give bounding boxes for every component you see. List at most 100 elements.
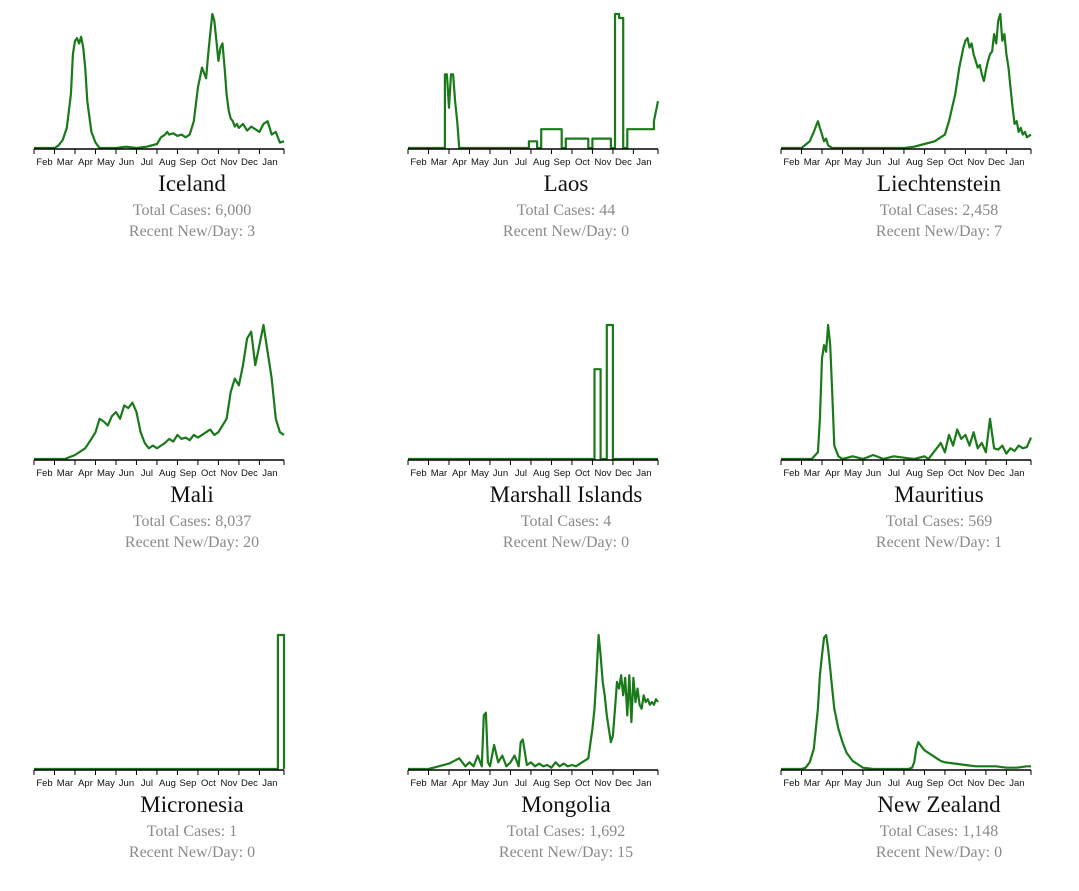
country-card-mongolia: Feb Mar Apr May Jun Jul Aug Sep Oct Nov Dec Jan Mong… — [406, 621, 726, 891]
x-tick-label: Oct — [948, 157, 963, 168]
x-tick-label: Sep — [179, 778, 196, 789]
total-cases: Total Cases: 4 — [520, 513, 612, 530]
series-line — [408, 633, 659, 771]
x-tick-label: Nov — [967, 468, 984, 479]
x-tick-label: Feb — [36, 157, 52, 168]
x-tick-label: May — [844, 157, 862, 168]
x-tick-label: Mar — [57, 157, 73, 168]
x-tick-label: May — [97, 157, 115, 168]
x-tick-label: Mar — [431, 778, 447, 789]
country-card-mauritius: Feb Mar Apr May Jun Jul Aug Sep Oct Nov Dec Jan Maur… — [779, 311, 1079, 581]
x-tick-label: Jan — [1009, 468, 1024, 479]
country-name: Mali — [170, 482, 214, 507]
x-tick-label: Dec — [615, 468, 632, 479]
x-tick-label: Jan — [636, 778, 651, 789]
x-tick-label: Mar — [804, 778, 820, 789]
x-tick-label: Jul — [141, 778, 153, 789]
x-tick-label: Sep — [179, 468, 196, 479]
total-cases: Total Cases: 1,692 — [506, 823, 626, 840]
series-line — [781, 323, 1033, 461]
country-name: Mongolia — [521, 792, 611, 817]
recent-new-per-day: Recent New/Day: 1 — [875, 534, 1003, 551]
series-line — [34, 12, 285, 150]
x-tick-label: Aug — [906, 468, 923, 479]
x-tick-label: Sep — [553, 468, 570, 479]
x-tick-label: Oct — [948, 468, 963, 479]
series-line — [34, 323, 285, 461]
x-tick-label: Oct — [201, 468, 216, 479]
x-tick-label: Mar — [431, 468, 447, 479]
x-tick-label: Jun — [119, 157, 134, 168]
x-tick-label: Sep — [179, 157, 196, 168]
x-tick-label: Jan — [262, 157, 277, 168]
x-tick-label: Jul — [515, 778, 527, 789]
recent-new-per-day: Recent New/Day: 20 — [124, 534, 260, 551]
x-tick-label: Jan — [636, 157, 651, 168]
x-tick-label: Nov — [594, 778, 611, 789]
x-tick-label: Jun — [119, 468, 134, 479]
x-tick-label: Oct — [575, 778, 590, 789]
x-tick-label: Mar — [431, 157, 447, 168]
trend-chart: Feb Mar Apr May Jun Jul Aug Sep Oct Nov Dec Jan — [33, 323, 285, 479]
x-tick-label: Nov — [594, 157, 611, 168]
country-name: Iceland — [158, 171, 226, 196]
x-tick-label: Oct — [948, 778, 963, 789]
trend-chart: Feb Mar Apr May Jun Jul Aug Sep Oct Nov Dec Jan — [33, 12, 285, 168]
x-tick-label: Dec — [988, 157, 1005, 168]
x-tick-label: Apr — [825, 157, 840, 168]
x-tick-label: Aug — [906, 778, 923, 789]
x-tick-label: Jan — [1009, 778, 1024, 789]
total-cases: Total Cases: 1 — [146, 823, 238, 840]
x-tick-label: Jan — [262, 778, 277, 789]
x-tick-label: Apr — [825, 468, 840, 479]
country-name: Marshall Islands — [489, 482, 643, 507]
x-tick-label: Aug — [533, 157, 550, 168]
country-name: Liechtenstein — [877, 171, 1001, 196]
x-tick-label: Jul — [888, 778, 900, 789]
x-tick-label: Jul — [141, 468, 153, 479]
country-name: Micronesia — [140, 792, 244, 817]
x-tick-label: Nov — [220, 468, 237, 479]
total-cases: Total Cases: 2,458 — [879, 202, 999, 219]
trend-chart: Feb Mar Apr May Jun Jul Aug Sep Oct Nov Dec Jan — [407, 12, 660, 168]
x-tick-label: Sep — [926, 157, 943, 168]
x-tick-label: Apr — [78, 157, 93, 168]
x-tick-label: Jan — [262, 468, 277, 479]
x-tick-label: Mar — [804, 468, 820, 479]
recent-new-per-day: Recent New/Day: 15 — [498, 844, 634, 861]
x-tick-label: Aug — [159, 778, 176, 789]
x-tick-label: Jan — [1009, 157, 1024, 168]
x-tick-label: May — [471, 468, 489, 479]
x-tick-label: May — [844, 468, 862, 479]
x-tick-label: Jul — [888, 468, 900, 479]
x-tick-label: Feb — [36, 778, 52, 789]
x-tick-label: Jun — [866, 157, 881, 168]
x-tick-label: Oct — [575, 157, 590, 168]
trend-chart: Feb Mar Apr May Jun Jul Aug Sep Oct Nov Dec Jan — [780, 12, 1032, 168]
x-tick-label: Dec — [615, 157, 632, 168]
x-tick-label: Sep — [926, 468, 943, 479]
country-card-marshall-islands: Feb Mar Apr May Jun Jul Aug Sep Oct Nov Dec Jan Mars… — [406, 311, 726, 581]
total-cases: Total Cases: 1,148 — [879, 823, 999, 840]
total-cases: Total Cases: 8,037 — [132, 513, 252, 530]
recent-new-per-day: Recent New/Day: 3 — [128, 223, 256, 240]
x-tick-label: Aug — [159, 468, 176, 479]
recent-new-per-day: Recent New/Day: 7 — [875, 223, 1003, 240]
x-tick-label: Nov — [220, 157, 237, 168]
x-tick-label: Jun — [493, 157, 508, 168]
recent-new-per-day: Recent New/Day: 0 — [502, 223, 630, 240]
x-tick-label: Nov — [220, 778, 237, 789]
x-tick-label: Feb — [783, 468, 799, 479]
total-cases: Total Cases: 6,000 — [132, 202, 252, 219]
x-tick-label: Dec — [241, 778, 258, 789]
x-tick-label: Jun — [493, 778, 508, 789]
x-tick-label: Dec — [615, 778, 632, 789]
x-tick-label: Aug — [533, 778, 550, 789]
recent-new-per-day: Recent New/Day: 0 — [502, 534, 630, 551]
country-card-liechtenstein: Feb Mar Apr May Jun Jul Aug Sep Oct Nov Dec Jan Liec… — [779, 0, 1079, 270]
x-tick-label: Aug — [159, 157, 176, 168]
recent-new-per-day: Recent New/Day: 0 — [128, 844, 256, 861]
x-tick-label: Feb — [783, 157, 799, 168]
x-tick-label: Dec — [241, 468, 258, 479]
x-tick-label: Apr — [452, 157, 467, 168]
